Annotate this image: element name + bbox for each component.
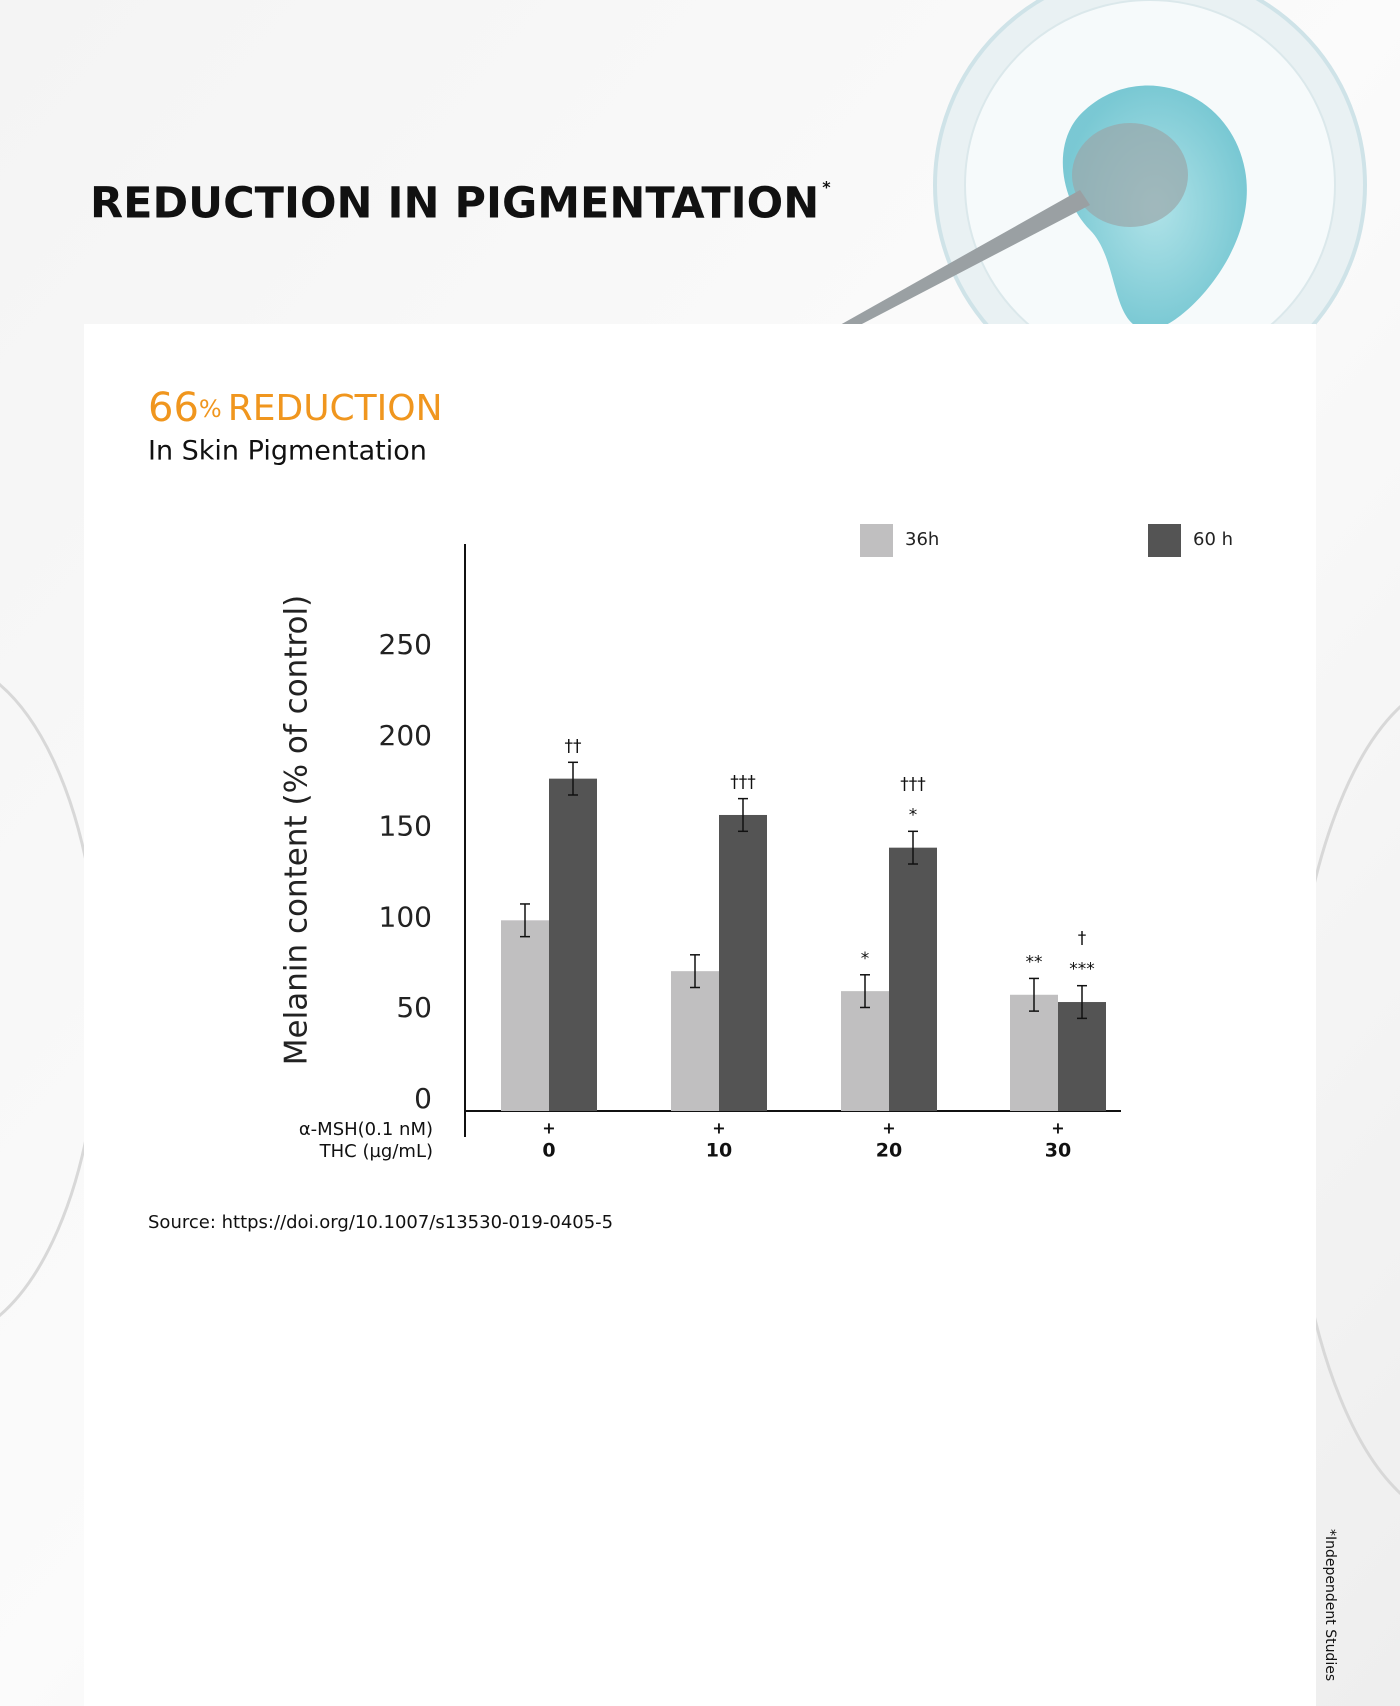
x-tick-label: 30 xyxy=(1045,1140,1071,1162)
side-note: *Independent Studies xyxy=(1322,1529,1338,1681)
bar xyxy=(719,814,767,1111)
legend-swatch xyxy=(1148,524,1181,557)
legend-swatch xyxy=(860,524,893,557)
annotation: ††† xyxy=(900,774,926,794)
annotation: ** xyxy=(1026,952,1043,972)
bar xyxy=(889,847,937,1111)
annotation: *** xyxy=(1069,960,1095,980)
y-tick-label: 250 xyxy=(379,628,432,661)
y-axis-label: Melanin content (% of control) xyxy=(279,595,315,1065)
headline: 66% REDUCTION xyxy=(148,385,443,431)
y-tick-label: 200 xyxy=(379,719,432,752)
headline-subtitle: In Skin Pigmentation xyxy=(148,436,427,467)
msh-row-value: + xyxy=(712,1119,725,1138)
annotation: ††† xyxy=(730,773,756,793)
headline-text: REDUCTION xyxy=(228,388,443,429)
bar xyxy=(549,778,597,1111)
y-tick-label: 0 xyxy=(414,1082,432,1115)
x-tick-label: 20 xyxy=(876,1140,902,1162)
x-tick-label: 0 xyxy=(542,1140,555,1162)
bar xyxy=(1058,1002,1106,1111)
annotation: †† xyxy=(565,736,583,756)
annotation: * xyxy=(909,805,918,825)
row-label: α-MSH(0.1 nM) xyxy=(299,1119,433,1140)
bar xyxy=(1010,994,1058,1111)
page-title: REDUCTION IN PIGMENTATION xyxy=(90,179,819,229)
msh-row-value: + xyxy=(1051,1119,1064,1138)
bar xyxy=(501,920,549,1111)
legend-label: 36h xyxy=(905,529,939,550)
x-tick-label: 10 xyxy=(706,1140,732,1162)
chart: 0 50 100 150 200 250 +0 †† +10 ††† +20 * ††† * +30 ** † *… xyxy=(379,524,1233,1162)
bar xyxy=(841,991,889,1111)
y-tick-label: 150 xyxy=(379,810,432,843)
y-tick-label: 50 xyxy=(396,991,432,1024)
annotation: † xyxy=(1078,929,1087,949)
title-mark: * xyxy=(822,178,831,197)
legend-label: 60 h xyxy=(1193,529,1233,550)
msh-row-value: + xyxy=(542,1119,555,1138)
row-label: THC (µg/mL) xyxy=(319,1141,433,1162)
bar xyxy=(671,971,719,1111)
source: Source: https://doi.org/10.1007/s13530-0… xyxy=(148,1212,613,1233)
headline-number: 66 xyxy=(148,385,199,431)
msh-row-value: + xyxy=(882,1119,895,1138)
dish-image xyxy=(840,0,1367,402)
y-tick-label: 100 xyxy=(379,900,432,933)
annotation: * xyxy=(861,949,870,969)
headline-unit: % xyxy=(199,395,222,423)
